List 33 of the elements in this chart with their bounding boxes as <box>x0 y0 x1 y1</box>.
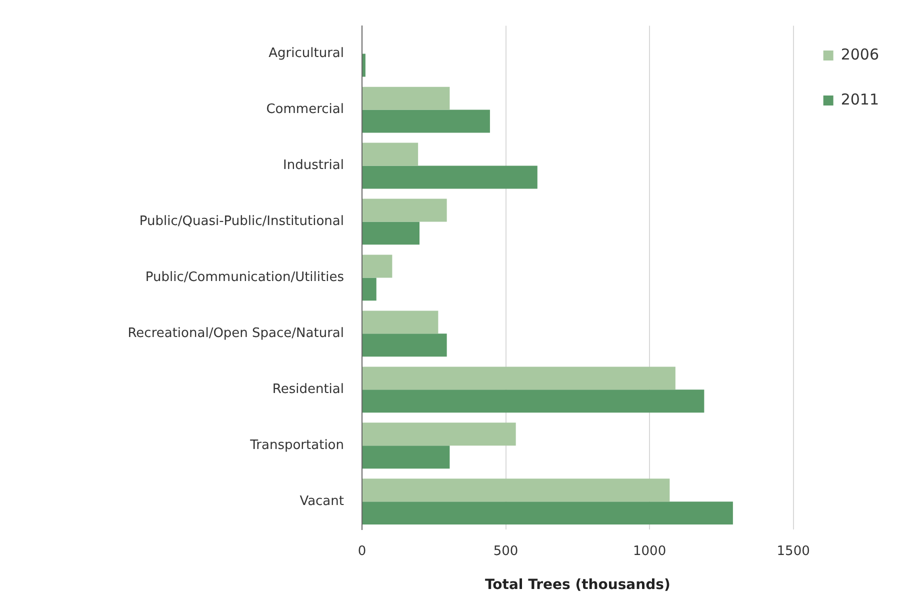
bar <box>362 198 447 222</box>
x-axis-title: Total Trees (thousands) <box>484 577 670 594</box>
bar <box>362 86 450 110</box>
legend-label: 2011 <box>840 90 880 108</box>
bar <box>362 366 676 390</box>
y-tick-label: Commercial <box>266 102 344 118</box>
x-tick-label: 1500 <box>776 544 810 559</box>
y-tick-label: Recreational/Open Space/Natural <box>128 326 344 342</box>
x-tick-label: 0 <box>358 544 366 559</box>
bar <box>362 166 538 189</box>
bar <box>362 502 733 525</box>
y-tick-label: Industrial <box>283 158 344 174</box>
bar <box>362 334 447 357</box>
y-tick-label: Public/Communication/Utilities <box>145 270 344 286</box>
bar <box>362 254 392 278</box>
bar <box>362 222 420 245</box>
bar <box>362 446 450 469</box>
y-tick-label: Transportation <box>249 438 344 454</box>
y-tick-label: Residential <box>272 382 344 398</box>
bar <box>362 278 376 301</box>
bar <box>362 54 366 77</box>
bar <box>362 310 438 334</box>
y-tick-label: Public/Quasi-Public/Institutional <box>139 214 344 230</box>
y-tick-label: Agricultural <box>268 46 344 62</box>
bar <box>362 478 670 502</box>
bar <box>362 390 704 413</box>
bar <box>362 142 418 166</box>
bar <box>362 110 490 133</box>
x-tick-label: 500 <box>493 544 518 559</box>
x-tick-label: 1000 <box>633 544 666 559</box>
legend-label: 2006 <box>840 45 880 64</box>
y-tick-label: Vacant <box>300 494 344 509</box>
bar <box>362 422 516 446</box>
